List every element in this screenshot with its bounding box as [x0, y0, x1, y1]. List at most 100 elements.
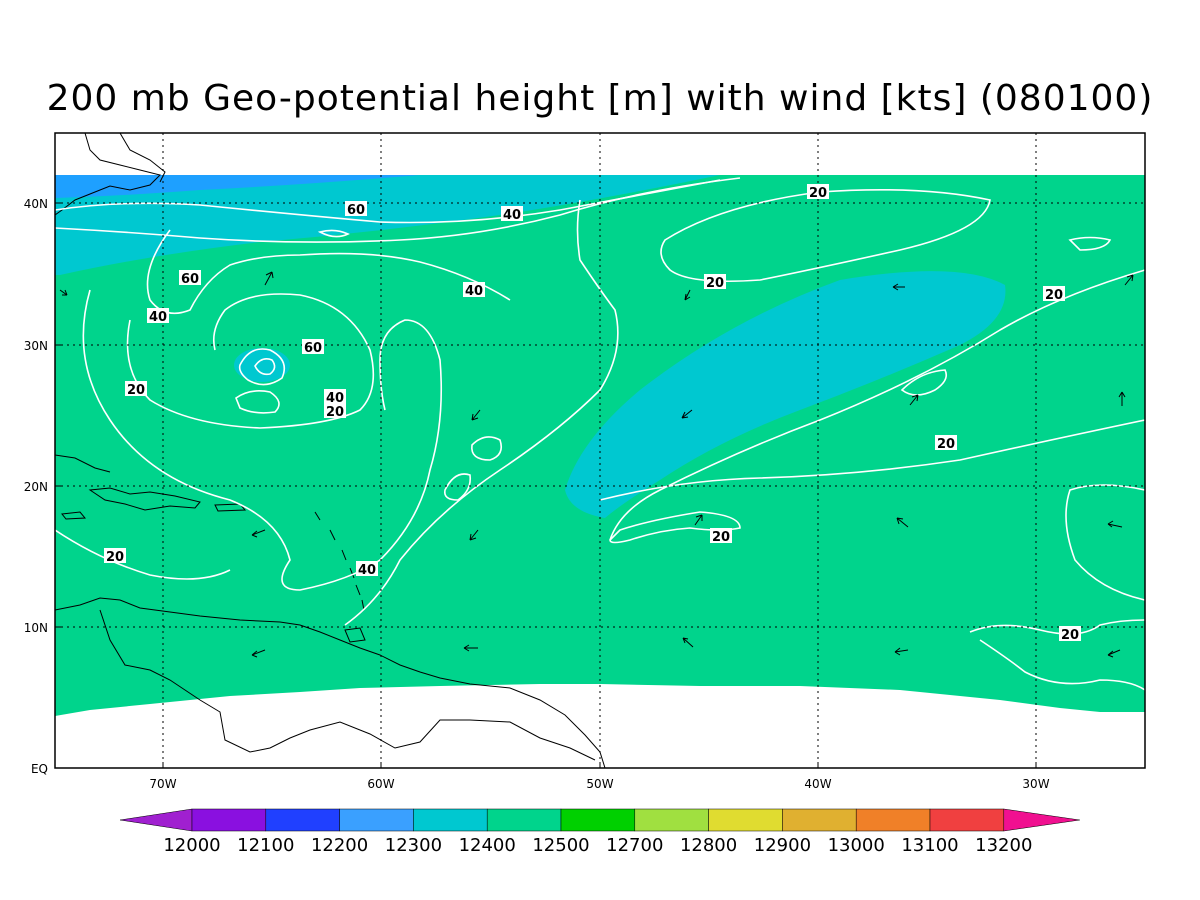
contour-label: 40 — [326, 391, 344, 406]
colorbar-swatch — [486, 808, 562, 832]
contour-label: 20 — [326, 405, 344, 420]
colorbar-label: 12000 — [163, 835, 220, 856]
contour-label-background — [104, 548, 126, 563]
y-tick-label: 40N — [24, 197, 48, 211]
wind-arrow — [909, 394, 919, 406]
colorbar-label: 12900 — [754, 835, 811, 856]
contour-label-background — [147, 308, 169, 323]
wind-arrow — [1107, 649, 1121, 658]
contour-label-background — [807, 184, 829, 199]
wind-arrow — [694, 514, 703, 526]
contour-40-north — [55, 177, 741, 243]
contour-small-5 — [317, 229, 350, 238]
contour-label-background — [501, 206, 523, 221]
x-tick-label: 40W — [804, 777, 831, 791]
wind-arrow — [264, 271, 274, 286]
contour-20-mid — [344, 199, 619, 626]
x-tick-label: 30W — [1022, 777, 1049, 791]
colorbar-swatch — [634, 808, 709, 832]
colorbar-label: 13200 — [975, 835, 1032, 856]
colorbar-label: 12300 — [385, 835, 442, 856]
wind-arrow — [684, 289, 691, 301]
contour-small-2 — [443, 473, 472, 501]
contour-label-background — [345, 201, 367, 216]
contour-label-background — [179, 270, 201, 285]
x-tick-label: 70W — [149, 777, 176, 791]
axis-ticks — [55, 202, 1037, 768]
y-tick-label: 20N — [24, 480, 48, 494]
contour-20-se-2 — [979, 639, 1145, 691]
grid-lines — [55, 133, 1145, 768]
wind-arrow — [681, 409, 693, 419]
wind-arrow — [471, 409, 481, 421]
contour-label-background — [302, 339, 324, 354]
contour-label: 60 — [181, 272, 199, 287]
colorbar-label: 13000 — [828, 835, 885, 856]
contour-label-background — [463, 282, 485, 297]
wind-contours — [55, 177, 1145, 691]
colorbar-arrow-low — [119, 808, 193, 832]
wind-arrow — [1107, 520, 1123, 528]
contour-label: 60 — [347, 203, 365, 218]
colorbar-arrow-high — [1003, 808, 1080, 832]
contour-label: 20 — [1061, 628, 1079, 643]
colorbar-label: 12700 — [606, 835, 663, 856]
colorbar-label: 12200 — [311, 835, 368, 856]
contour-40-ring — [126, 293, 375, 429]
map-title: 200 mb Geo-potential height [m] with win… — [46, 78, 1154, 119]
colorbar-label: 13100 — [901, 835, 958, 856]
contour-label: 20 — [706, 276, 724, 291]
colorbar-label: 12100 — [237, 835, 294, 856]
contour-label: 20 — [106, 550, 124, 565]
contour-label-background — [356, 561, 378, 576]
x-tick-label: 60W — [367, 777, 394, 791]
colorbar: 12000 12100 12200 12300 12400 12500 12700 12800… — [119, 808, 1080, 856]
contour-label-background — [324, 403, 346, 418]
wind-arrow — [1118, 391, 1126, 406]
colorbar-label: 12500 — [532, 835, 589, 856]
coast-cuba-tail — [55, 454, 111, 473]
coast-lesser-antilles — [314, 511, 365, 611]
contour-label-background — [710, 528, 732, 543]
contour-small-1 — [471, 436, 503, 461]
contour-20-band — [609, 269, 1145, 541]
contour-60-loop — [146, 229, 511, 315]
x-axis-labels: 70W 60W 50W 40W 30W — [149, 777, 1049, 791]
contour-storm-3 — [235, 390, 280, 414]
wind-arrow — [463, 644, 478, 652]
contour-label-background — [1043, 286, 1065, 301]
y-tick-label: 10N — [24, 621, 48, 635]
wind-arrow — [251, 529, 266, 538]
wind-arrow — [469, 529, 479, 541]
colorbar-swatch — [782, 808, 857, 832]
y-tick-label: EQ — [31, 762, 48, 776]
x-tick-label: 50W — [586, 777, 613, 791]
contour-label: 20 — [127, 383, 145, 398]
contour-label-background — [125, 381, 147, 396]
coast-puerto-rico — [214, 503, 247, 512]
contour-label-background — [704, 274, 726, 289]
contour-label: 20 — [809, 186, 827, 201]
colorbar-swatch — [339, 808, 414, 832]
contour-label: 60 — [304, 341, 322, 356]
contour-label: 40 — [465, 284, 483, 299]
contour-40-lower-left — [55, 529, 231, 580]
coast-north-america — [55, 133, 161, 216]
contour-label: 40 — [358, 563, 376, 578]
contour-20-lower — [599, 419, 1145, 501]
colorbar-label: 12800 — [680, 835, 737, 856]
y-tick-label: 30N — [24, 339, 48, 353]
contour-storm-1 — [238, 348, 286, 386]
contour-label-background — [1059, 626, 1081, 641]
fill-cyan-band — [565, 271, 1006, 518]
y-axis-labels: 40N 30N 20N 10N EQ — [24, 197, 48, 776]
contour-label-background — [935, 435, 957, 450]
contour-label: 20 — [712, 530, 730, 545]
coastlines — [55, 133, 606, 768]
wind-arrows — [59, 271, 1134, 658]
colorbar-swatch — [855, 808, 931, 832]
wind-arrow — [896, 517, 909, 528]
fill-blue-north — [55, 175, 420, 198]
